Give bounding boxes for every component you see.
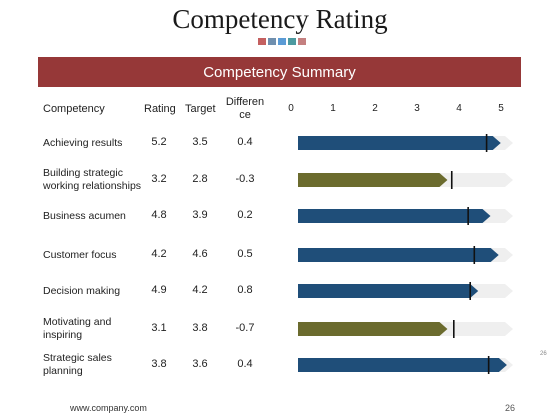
- bar-value: [298, 136, 501, 150]
- row-difference: 0.4: [237, 358, 253, 370]
- row-rating: 4.9: [151, 284, 167, 296]
- bar-value: [298, 358, 507, 372]
- header-difference: Differen ce: [222, 96, 268, 122]
- decorative-squares: [258, 38, 306, 46]
- row-label: Strategic sales planning: [43, 352, 112, 377]
- axis-tick-2: 2: [372, 103, 378, 114]
- row-difference: -0.3: [235, 173, 255, 185]
- row-difference: 0.5: [237, 248, 253, 260]
- row-target: 4.2: [192, 284, 208, 296]
- axis-tick-1: 1: [330, 103, 336, 114]
- header-competency: Competency: [43, 103, 105, 115]
- footer-url: www.company.com: [70, 403, 147, 413]
- slide-title: Competency Rating: [172, 4, 388, 34]
- row-rating: 5.2: [151, 136, 167, 148]
- summary-banner: Competency Summary: [38, 57, 521, 87]
- row-difference: -0.7: [235, 322, 255, 334]
- row-difference: 0.4: [237, 136, 253, 148]
- banner-title: Competency Summary: [203, 63, 356, 81]
- row-difference: 0.2: [237, 209, 253, 221]
- row-label: Building strategic working relationships: [43, 167, 142, 192]
- square-5: [298, 38, 306, 45]
- row-rating: 4.8: [151, 209, 167, 221]
- header-difference-line1: Differen: [225, 96, 265, 108]
- square-1: [258, 38, 266, 45]
- row-label: Customer focus: [43, 248, 117, 261]
- axis-tick-0: 0: [288, 103, 294, 114]
- bar-value: [298, 173, 448, 187]
- square-3: [278, 38, 286, 45]
- row-target: 3.8: [192, 322, 208, 334]
- row-target: 4.6: [192, 248, 208, 260]
- square-2: [268, 38, 276, 45]
- row-label: Motivating and inspiring: [43, 316, 112, 341]
- row-label: Decision making: [43, 284, 121, 297]
- bar-value: [298, 322, 448, 336]
- bar-value: [298, 284, 479, 298]
- header-rating: Rating: [144, 103, 176, 115]
- bar-value: [298, 248, 499, 262]
- row-label: Achieving results: [43, 136, 123, 149]
- row-rating: 3.2: [151, 173, 167, 185]
- square-4: [288, 38, 296, 45]
- row-target: 3.5: [192, 136, 208, 148]
- row-target: 2.8: [192, 173, 208, 185]
- axis-tick-3: 3: [414, 103, 420, 114]
- row-rating: 3.1: [151, 322, 167, 334]
- header-difference-line2: ce: [239, 109, 251, 121]
- footer-page-number: 26: [505, 403, 516, 413]
- row-target: 3.9: [192, 209, 208, 221]
- axis-tick-4: 4: [456, 103, 462, 114]
- header-target: Target: [185, 103, 216, 115]
- row-rating: 4.2: [151, 248, 167, 260]
- row-target: 3.6: [192, 358, 208, 370]
- side-page-number: 26: [540, 351, 547, 357]
- row-rating: 3.8: [151, 358, 167, 370]
- bar-value: [298, 209, 491, 223]
- row-label: Business acumen: [43, 209, 126, 222]
- row-difference: 0.8: [237, 284, 253, 296]
- axis-tick-5: 5: [498, 103, 504, 114]
